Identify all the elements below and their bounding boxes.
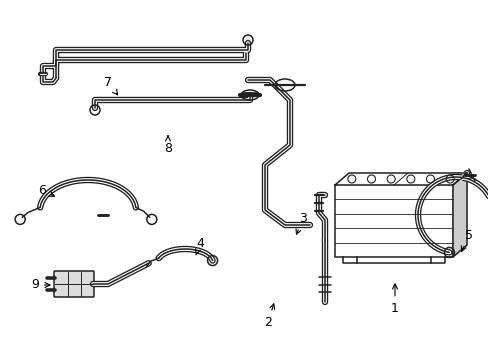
Text: 7: 7 — [104, 76, 117, 95]
Text: 4: 4 — [195, 237, 203, 255]
Polygon shape — [334, 173, 466, 185]
Text: 2: 2 — [264, 304, 274, 328]
Bar — [334, 185, 452, 257]
Text: 5: 5 — [461, 229, 472, 251]
FancyBboxPatch shape — [54, 271, 94, 297]
Text: 8: 8 — [163, 136, 172, 154]
Polygon shape — [452, 173, 466, 257]
Text: 9: 9 — [31, 279, 50, 292]
Text: 3: 3 — [295, 212, 306, 234]
Text: 6: 6 — [38, 184, 54, 197]
Text: 1: 1 — [390, 284, 398, 315]
